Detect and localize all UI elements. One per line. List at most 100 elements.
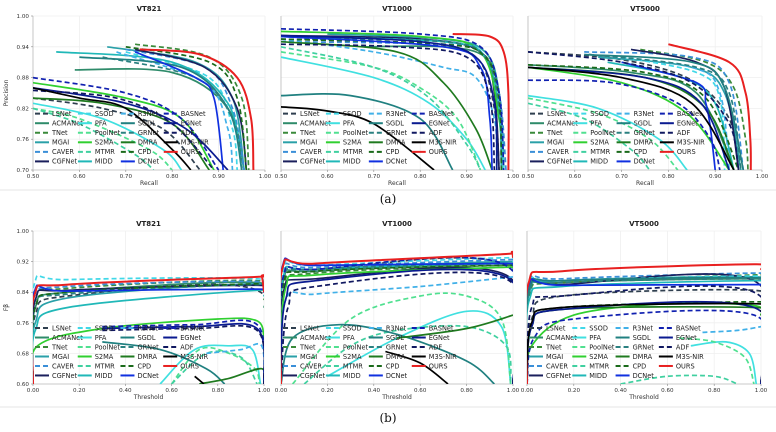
legend-item-sgdl: SGDL (616, 120, 652, 128)
y-tick-label: 1.00 (17, 229, 30, 235)
legend-label: CPD (633, 362, 647, 370)
series-line-mtmr (303, 324, 512, 384)
legend-item-caver: CAVER (529, 362, 568, 370)
legend-label: CPD (137, 362, 151, 370)
legend-label: MIDD (343, 158, 361, 166)
series-line-m3s-nir (527, 302, 761, 384)
legend-item-pfa: PFA (572, 334, 601, 342)
legend-item-mgai: MGAI (35, 139, 69, 147)
legend-label: MTMR (343, 148, 363, 156)
legend-label: PFA (343, 120, 355, 128)
legend-item-grnet: GRNet (120, 129, 160, 137)
legend-item-midd: MIDD (325, 372, 361, 380)
legend-item-adf: ADF (411, 129, 442, 137)
legend-item-dcnet: DCNet (120, 158, 160, 166)
legend-item-ssod: SSOD (572, 324, 608, 332)
legend-item-basnet: BASNet (658, 324, 701, 332)
x-tick-label: 1.00 (755, 388, 768, 394)
series-line-poolnet (281, 51, 482, 170)
y-tick-label: 0.88 (17, 76, 30, 82)
legend-label: SGDL (386, 120, 404, 128)
legend-label: EGNet (180, 334, 201, 342)
x-tick-label: 0.60 (569, 174, 582, 180)
x-tick-label: 0.90 (212, 174, 225, 180)
legend-item-grnet: GRNet (616, 129, 655, 137)
series-line-mtmr (33, 107, 155, 170)
legend-item-basnet: BASNet (163, 324, 205, 332)
legend-item-mgai: MGAI (35, 353, 69, 361)
legend-item-pfa: PFA (77, 120, 107, 128)
legend-label: SGDL (634, 120, 652, 128)
legend-item-basnet: BASNet (163, 110, 206, 118)
legend-item-ours: OURS (658, 362, 695, 370)
series-line-dmra (281, 40, 493, 170)
series-line-ours (527, 263, 761, 384)
series-line-r3net (206, 342, 264, 384)
legend-label: ACMANet (546, 334, 577, 342)
legend-item-m3s-nir: M3S-NIR (163, 353, 209, 361)
legend-label: SGDL (137, 334, 155, 342)
x-tick-label: 1.00 (258, 388, 271, 394)
y-tick-label: 0.70 (17, 168, 30, 174)
legend-label: DCNet (633, 372, 655, 380)
legend-label: DMRA (633, 353, 653, 361)
legend-item-egnet: EGNet (163, 120, 202, 128)
series-line-caver (33, 280, 264, 384)
legend-item-dmra: DMRA (616, 139, 654, 147)
legend-item-mgai: MGAI (283, 139, 317, 147)
series-line-adf (528, 51, 740, 170)
legend-item-r3net: R3Net (120, 324, 158, 332)
legend-item-caver: CAVER (283, 362, 322, 370)
legend-label: MIDD (589, 372, 607, 380)
legend-label: SSOD (589, 324, 608, 332)
series-line-basnet (527, 309, 761, 384)
legend-item-mgai: MGAI (529, 353, 563, 361)
y-tick-label: 0.92 (17, 260, 29, 266)
chart-panel-vt1000-pr: VT1000 0.50 0.60 0.70 0.80 0.90 1.00 Recall LSNe… (275, 5, 520, 187)
legend-label: LSNet (52, 324, 72, 332)
y-tick-label: 0.84 (17, 290, 30, 296)
legend-item-sgdl: SGDL (368, 120, 404, 128)
series-lines (33, 43, 255, 170)
series-line-basnet (281, 256, 513, 384)
legend-item-poolnet: PoolNet (572, 343, 615, 351)
chart-title: VT821 (137, 5, 162, 13)
x-tick-label: 0.60 (661, 388, 674, 394)
legend-label: CGFNet (547, 158, 572, 166)
legend-label: MIDD (590, 158, 608, 166)
legend-item-dcnet: DCNet (120, 372, 159, 380)
legend-label: MTMR (589, 362, 609, 370)
legend-item-mtmr: MTMR (325, 362, 363, 370)
legend-label: MTMR (590, 148, 610, 156)
x-tick-label: 0.80 (460, 388, 473, 394)
y-tick-label: 0.82 (17, 106, 29, 112)
series-line-sgdl (102, 341, 226, 384)
legend-label: LSNet (546, 324, 566, 332)
x-tick-label: 0.50 (522, 174, 535, 180)
caption-b: (b) (379, 411, 396, 425)
x-tick-label: 0.70 (120, 174, 133, 180)
x-axis-label: Threshold (133, 394, 164, 401)
series-line-m3s-nir (281, 106, 435, 170)
series-line-egnet (281, 268, 513, 384)
legend-label: GRNet (633, 343, 655, 351)
x-tick-label: 0.20 (73, 388, 86, 394)
legend-label: OURS (180, 362, 199, 370)
legend-item-tnet: TNet (530, 129, 563, 137)
series-line-pfa (690, 340, 758, 384)
legend-item-midd: MIDD (572, 372, 607, 380)
series-line-cgfnet (134, 48, 248, 170)
legend-item-poolnet: PoolNet (325, 343, 369, 351)
x-tick-label: 0.40 (368, 388, 381, 394)
legend-label: LSNet (547, 110, 567, 118)
legend-label: PFA (95, 120, 107, 128)
legend-label: MGAI (547, 139, 564, 147)
legend-label: GRNet (137, 343, 159, 351)
series-line-m3s-nir (528, 66, 735, 170)
legend-item-m3s-nir: M3S-NIR (411, 353, 457, 361)
chart-title: VT1000 (382, 220, 412, 228)
legend-item-tnet: TNet (283, 129, 316, 137)
x-axis-label: Recall (388, 180, 406, 187)
